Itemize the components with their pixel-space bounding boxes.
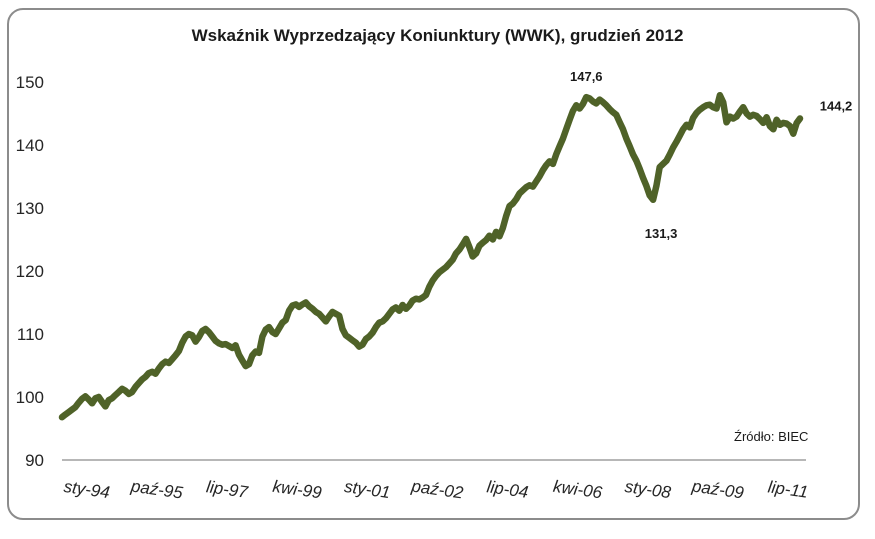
- source-note: Źródło: BIEC: [734, 429, 808, 444]
- x-tick-label: lip-97: [205, 477, 249, 502]
- x-tick-label: sty-01: [343, 477, 391, 502]
- annotations-layer: 147,6 131,3 144,2: [570, 69, 852, 241]
- x-tick-label: kwi-99: [271, 477, 323, 503]
- data-label: 131,3: [645, 226, 678, 241]
- y-tick-label: 140: [16, 136, 44, 155]
- y-tick-label: 120: [16, 262, 44, 281]
- x-tick-label: paź-09: [690, 476, 746, 502]
- y-tick-label: 130: [16, 199, 44, 218]
- y-axis: 90 100 110 120 130 140 150: [16, 73, 44, 470]
- x-tick-label: lip-04: [486, 477, 530, 502]
- x-tick-label: sty-94: [63, 477, 111, 502]
- y-tick-label: 110: [17, 325, 44, 344]
- chart-title: Wskaźnik Wyprzedzający Koniunktury (WWK)…: [191, 26, 684, 45]
- series-line-wwk: [58, 91, 804, 421]
- y-tick-label: 100: [16, 388, 44, 407]
- x-tick-label: paź-02: [409, 476, 465, 502]
- series-layer: [58, 91, 804, 421]
- x-tick-label: lip-11: [767, 477, 810, 501]
- x-tick-label: kwi-06: [552, 477, 604, 503]
- x-axis: sty-94 paź-95 lip-97 kwi-99 sty-01 paź-02 lip-…: [62, 459, 810, 503]
- x-tick-label: sty-08: [624, 477, 673, 502]
- data-label: 144,2: [820, 99, 853, 114]
- x-tick-label: paź-95: [129, 476, 185, 502]
- y-tick-label: 90: [25, 451, 44, 470]
- data-label: 147,6: [570, 69, 603, 84]
- y-tick-label: 150: [16, 73, 44, 92]
